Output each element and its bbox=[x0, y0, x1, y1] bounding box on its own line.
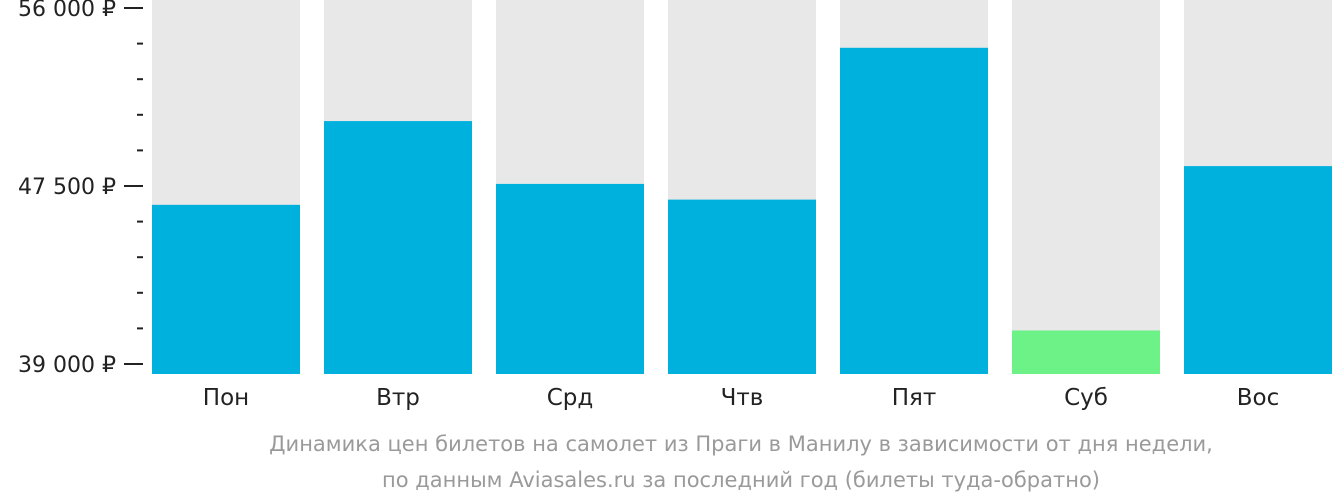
bar-6 bbox=[1184, 166, 1332, 374]
y-axis: 39 000 ₽ 47 500 ₽ 56 000 ₽ bbox=[18, 0, 143, 378]
x-tick-label-2: Срд bbox=[547, 385, 594, 411]
bars bbox=[152, 47, 1332, 374]
bar-3 bbox=[668, 199, 816, 374]
x-tick-label-5: Суб bbox=[1064, 385, 1108, 411]
x-axis-labels: Пон Втр Срд Чтв Пят Суб Вос bbox=[203, 385, 1279, 411]
x-tick-label-6: Вос bbox=[1237, 385, 1280, 411]
chart-caption-line-2: по данным Aviasales.ru за последний год … bbox=[382, 468, 1100, 492]
x-tick-label-1: Втр bbox=[376, 385, 420, 411]
price-by-weekday-chart: 39 000 ₽ 47 500 ₽ 56 000 ₽ Пон Втр Срд Чтв Пят… bbox=[18, 0, 1332, 411]
x-tick-label-4: Пят bbox=[892, 385, 937, 411]
y-tick-label-1: 47 500 ₽ bbox=[18, 175, 116, 200]
x-tick-label-3: Чтв bbox=[721, 385, 764, 411]
y-tick-label-0: 39 000 ₽ bbox=[18, 353, 116, 378]
y-tick-label-2: 56 000 ₽ bbox=[18, 0, 116, 22]
chart-caption-line-1: Динамика цен билетов на самолет из Праги… bbox=[269, 432, 1213, 456]
bar-4 bbox=[840, 47, 988, 374]
bar-5 bbox=[1012, 330, 1160, 374]
bar-1 bbox=[324, 121, 472, 374]
bar-0 bbox=[152, 204, 300, 374]
x-tick-label-0: Пон bbox=[203, 385, 249, 411]
bar-2 bbox=[496, 183, 644, 374]
bar-background-5 bbox=[1012, 0, 1160, 374]
